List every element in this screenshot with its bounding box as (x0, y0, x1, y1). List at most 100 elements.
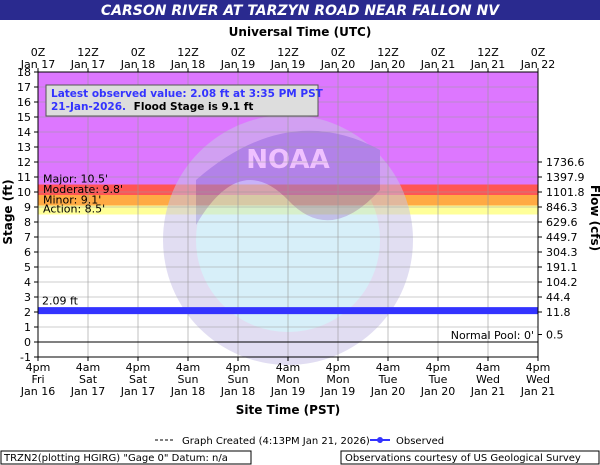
footer-left-box (0, 450, 252, 465)
utc-tick-time-5: 12Z (277, 46, 299, 59)
stage-tick-label-14: 13 (17, 141, 31, 154)
flow-tick-label-5: 304.3 (546, 246, 578, 259)
pst-tick-day-8: Tue (428, 373, 448, 386)
flow-tick-label-1: 11.8 (546, 306, 571, 319)
legend-created-text: Graph Created (4:13PM Jan 21, 2026) (182, 436, 370, 447)
legend-observed-marker (377, 437, 383, 443)
pst-tick-time-1: 4am (76, 361, 100, 374)
pst-tick-day-3: Sun (178, 373, 199, 386)
stage-tick-label-18: 17 (17, 81, 31, 94)
utc-tick-time-4: 0Z (231, 46, 246, 59)
pst-tick-date-2: Jan 17 (120, 385, 155, 398)
utc-tick-time-8: 0Z (431, 46, 446, 59)
utc-tick-date-4: Jan 19 (220, 58, 255, 71)
utc-tick-date-6: Jan 20 (320, 58, 355, 71)
flood-band-label-0: Action: 8.5' (43, 203, 105, 216)
utc-tick-time-1: 12Z (77, 46, 99, 59)
utc-tick-time-2: 0Z (131, 46, 146, 59)
utc-tick-date-1: Jan 17 (70, 58, 105, 71)
stage-tick-label-16: 15 (17, 111, 31, 124)
flow-tick-label-4: 191.1 (546, 261, 578, 274)
plot-area: NOAA Action: 8.5'Minor: 9.1'Moderate: 9.… (37, 71, 539, 365)
pst-tick-time-7: 4am (376, 361, 400, 374)
latest-observation-box: Latest observed value: 2.08 ft at 3:35 P… (45, 84, 324, 117)
utc-tick-date-8: Jan 21 (420, 58, 455, 71)
observed-value-label: 2.09 ft (42, 295, 79, 308)
pst-tick-time-4: 4pm (226, 361, 251, 374)
stage-tick-label-9: 8 (24, 216, 31, 229)
pst-tick-day-10: Wed (526, 373, 550, 386)
stage-tick-label-19: 18 (17, 66, 31, 79)
pst-tick-date-9: Jan 21 (470, 385, 505, 398)
flow-tick-label-9: 1101.8 (546, 186, 585, 199)
stage-tick-label-7: 6 (24, 246, 31, 259)
flow-tick-label-2: 44.4 (546, 291, 571, 304)
stage-tick-label-3: 2 (24, 306, 31, 319)
legend-observed-text: Observed (396, 436, 444, 447)
pst-tick-day-4: Sun (228, 373, 249, 386)
y-axis-label: Stage (ft) (1, 179, 15, 244)
y2-axis-label: Flow (cfs) (588, 185, 600, 251)
utc-tick-time-9: 12Z (477, 46, 499, 59)
flood-band-labels: Action: 8.5'Minor: 9.1'Moderate: 9.8'Maj… (43, 173, 123, 216)
footer-left-text: TRZN2(plotting HGIRG) "Gage 0" Datum: n/… (3, 453, 228, 464)
pst-tick-date-0: Jan 16 (20, 385, 55, 398)
pst-tick-time-3: 4am (176, 361, 200, 374)
utc-tick-date-5: Jan 19 (270, 58, 305, 71)
stage-tick-label-12: 11 (17, 171, 31, 184)
legend: Graph Created (4:13PM Jan 21, 2026) Obse… (155, 436, 444, 447)
pst-tick-day-2: Sat (129, 373, 148, 386)
stage-tick-label-11: 10 (17, 186, 31, 199)
flow-tick-label-10: 1397.9 (546, 171, 585, 184)
flow-axis-ticks: 0.5 11.8 44.4 104.2 191.1 304.3 449.7 629.6 846.… (538, 156, 585, 342)
utc-tick-date-2: Jan 18 (120, 58, 155, 71)
utc-tick-time-10: 0Z (531, 46, 546, 59)
pst-tick-time-6: 4pm (326, 361, 351, 374)
normal-pool-label: Normal Pool: 0' (451, 329, 534, 342)
pst-tick-date-4: Jan 18 (220, 385, 255, 398)
stage-tick-label-10: 9 (24, 201, 31, 214)
utc-tick-date-3: Jan 18 (170, 58, 205, 71)
pst-tick-date-3: Jan 18 (170, 385, 205, 398)
footer-right-box (340, 450, 600, 465)
stage-tick-label-8: 7 (24, 231, 31, 244)
pst-tick-day-0: Fri (31, 373, 44, 386)
utc-tick-time-6: 0Z (331, 46, 346, 59)
utc-tick-date-0: Jan 17 (20, 58, 55, 71)
pst-tick-date-1: Jan 17 (70, 385, 105, 398)
pst-tick-date-8: Jan 20 (420, 385, 455, 398)
flow-tick-label-8: 846.3 (546, 201, 578, 214)
stage-tick-label-4: 3 (24, 291, 31, 304)
stage-tick-label-15: 14 (17, 126, 31, 139)
footer-right-text: Observations courtesy of US Geological S… (345, 453, 581, 464)
pst-tick-date-6: Jan 19 (320, 385, 355, 398)
x-axis-label: Site Time (PST) (236, 403, 341, 417)
annotation-box-bg (45, 84, 319, 117)
flow-tick-label-0: 0.5 (546, 329, 564, 342)
utc-tick-date-7: Jan 20 (370, 58, 405, 71)
stage-tick-label-1: 0 (24, 336, 31, 349)
pst-tick-time-8: 4pm (426, 361, 451, 374)
stage-tick-label-13: 12 (17, 156, 31, 169)
pst-tick-day-7: Tue (378, 373, 398, 386)
flood-band-label-3: Major: 10.5' (43, 173, 108, 186)
stage-tick-label-2: 1 (24, 321, 31, 334)
pst-tick-date-10: Jan 21 (520, 385, 555, 398)
pst-tick-date-5: Jan 19 (270, 385, 305, 398)
pst-tick-date-7: Jan 20 (370, 385, 405, 398)
flood-band-label-2: Moderate: 9.8' (43, 183, 123, 196)
utc-tick-time-3: 12Z (177, 46, 199, 59)
stage-tick-label-17: 16 (17, 96, 31, 109)
pst-tick-day-6: Mon (326, 373, 349, 386)
pst-tick-day-1: Sat (79, 373, 98, 386)
flow-tick-label-3: 104.2 (546, 276, 578, 289)
annotation-line1: Latest observed value: 2.08 ft at 3:35 P… (51, 88, 324, 100)
utc-tick-date-9: Jan 21 (470, 58, 505, 71)
flow-tick-label-6: 449.7 (546, 231, 578, 244)
pst-tick-day-9: Wed (476, 373, 500, 386)
top-axis-label: Universal Time (UTC) (229, 25, 372, 39)
pst-tick-time-5: 4am (276, 361, 300, 374)
